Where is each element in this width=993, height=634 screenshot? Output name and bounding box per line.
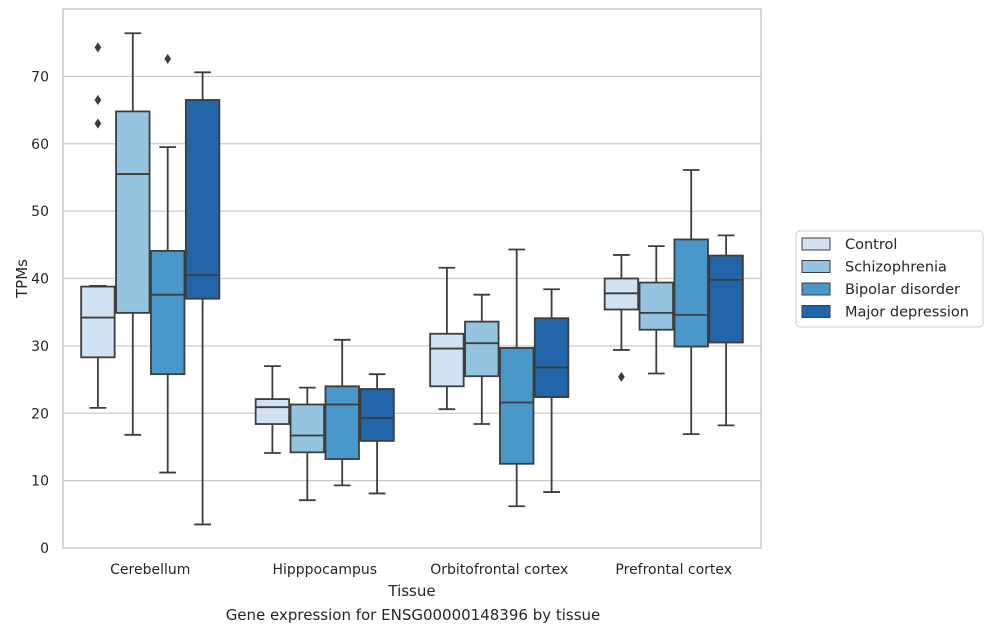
box-body — [464, 320, 500, 378]
legend-swatch — [801, 305, 831, 318]
legend-label: Control — [845, 237, 897, 253]
box — [464, 293, 500, 425]
box — [115, 32, 151, 436]
legend-label: Schizophrenia — [845, 260, 947, 276]
x-tick-label: Hipppocampus — [272, 562, 377, 578]
box-body — [638, 281, 674, 331]
box-body — [324, 385, 360, 460]
x-tick-label: Cerebellum — [110, 562, 190, 578]
y-tick-label: 60 — [31, 137, 49, 153]
x-tick-label: Prefrontal cortex — [615, 562, 732, 578]
box — [324, 338, 360, 487]
x-tick-label: Orbitofrontal cortex — [430, 562, 568, 578]
box — [80, 42, 116, 409]
box — [499, 248, 535, 508]
outlier-marker — [94, 42, 102, 53]
legend: Control Schizophrenia Bipolar disorder Majo… — [795, 230, 984, 328]
outlier-marker — [618, 371, 625, 382]
y-tick-label: 70 — [31, 69, 49, 85]
box — [359, 373, 395, 495]
y-tick-label: 30 — [31, 339, 49, 355]
box-body — [289, 403, 325, 454]
chart-caption: Gene expression for ENSG00000148396 by t… — [225, 606, 601, 624]
y-tick-label: 40 — [31, 272, 49, 288]
y-tick-label: 50 — [31, 204, 49, 220]
y-axis: 0 10 20 30 40 50 60 70 — [31, 69, 49, 557]
legend-label: Major depression — [845, 305, 969, 321]
legend-label: Bipolar disorder — [845, 282, 960, 298]
y-tick-label: 20 — [31, 406, 49, 422]
box-body — [499, 346, 535, 465]
box — [533, 288, 570, 493]
box-body — [115, 110, 151, 314]
legend-frame — [795, 230, 984, 328]
box — [673, 169, 709, 436]
plot-frame — [62, 8, 762, 549]
outlier-marker — [164, 53, 172, 64]
box — [184, 71, 221, 526]
box-body — [359, 388, 395, 442]
box — [254, 365, 291, 454]
box — [603, 254, 640, 382]
legend-swatch — [801, 282, 831, 296]
box-body — [429, 332, 465, 388]
y-tick-label: 0 — [40, 541, 49, 557]
box-body — [254, 398, 291, 425]
y-tick-label: 10 — [31, 474, 49, 490]
box — [289, 386, 325, 502]
box — [708, 234, 744, 427]
x-axis-label: Tissue — [387, 582, 435, 600]
outlier-marker — [94, 94, 102, 105]
box-body — [673, 238, 709, 348]
box-body — [184, 99, 221, 300]
y-axis-label: TPMs — [13, 259, 31, 299]
legend-swatch — [801, 260, 831, 273]
box-body — [533, 317, 570, 398]
legend-swatch — [801, 237, 831, 251]
box — [150, 53, 186, 474]
box-body — [80, 285, 116, 359]
box — [638, 245, 674, 375]
outlier-marker — [94, 118, 102, 129]
box-body — [708, 254, 744, 344]
x-axis: Cerebellum Hipppocampus Orbitofrontal cort… — [110, 562, 732, 578]
box-body — [150, 249, 186, 376]
box — [429, 266, 465, 411]
box-series — [80, 32, 744, 526]
